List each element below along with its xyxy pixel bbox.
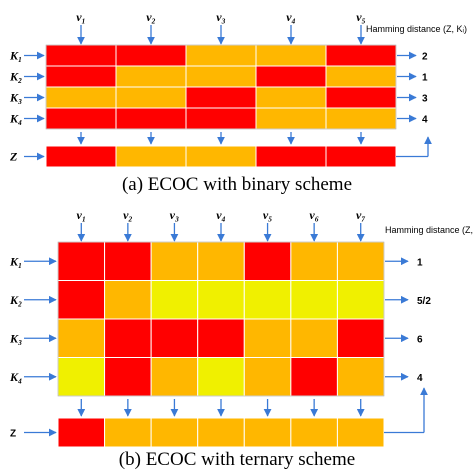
column-label: v₄ bbox=[286, 10, 296, 24]
panel-a-caption: (a) ECOC with binary scheme bbox=[122, 174, 352, 195]
code-cell bbox=[243, 241, 292, 281]
code-cell bbox=[243, 318, 292, 358]
z-code-cell bbox=[243, 417, 292, 448]
code-cell bbox=[150, 318, 199, 358]
z-code-cell bbox=[150, 417, 199, 448]
row-label: K₂ bbox=[9, 70, 22, 84]
code-matrix-border bbox=[45, 44, 397, 130]
hamming-distance-value: 2 bbox=[422, 52, 428, 63]
z-label: Z bbox=[9, 150, 18, 164]
column-label: v₂ bbox=[146, 10, 156, 24]
code-cell bbox=[197, 318, 245, 358]
hamming-distance-header: Hamming distance (Z, Kᵢ) bbox=[385, 225, 474, 235]
column-label: v₃ bbox=[170, 208, 180, 222]
code-cell bbox=[197, 357, 245, 397]
code-cell bbox=[57, 241, 106, 281]
z-code-cell bbox=[185, 145, 257, 168]
panel-b-ternary-scheme: v₁ v₂ v₃ v₄ v₅ v₆ v₇ Hamming distance (Z, Kᵢ) K₁… bbox=[9, 208, 474, 448]
hamming-distance-value: 1 bbox=[422, 73, 428, 84]
code-cell bbox=[325, 44, 397, 67]
column-label: v₂ bbox=[123, 208, 133, 222]
hamming-distance-value: 5/2 bbox=[417, 296, 431, 307]
code-cell bbox=[57, 318, 106, 358]
column-label: v₁ bbox=[77, 208, 87, 222]
code-cell bbox=[185, 107, 257, 130]
code-cell bbox=[185, 44, 257, 67]
code-cell bbox=[115, 107, 187, 130]
hamming-distance-value: 3 bbox=[422, 94, 428, 105]
column-label: v₇ bbox=[356, 208, 366, 222]
column-label: v₅ bbox=[356, 10, 366, 24]
row-label: K₄ bbox=[9, 370, 22, 384]
z-code-cell bbox=[325, 145, 397, 168]
row-label: K₁ bbox=[9, 254, 22, 268]
code-cell bbox=[104, 318, 152, 358]
code-cell bbox=[57, 280, 106, 320]
code-cell bbox=[197, 241, 245, 281]
code-cell bbox=[115, 65, 187, 88]
code-cell bbox=[45, 107, 117, 130]
code-cell bbox=[115, 86, 187, 109]
code-cell bbox=[197, 280, 245, 320]
code-cell bbox=[325, 107, 397, 130]
code-cell bbox=[45, 44, 117, 67]
column-label: v₅ bbox=[263, 208, 273, 222]
code-cell bbox=[255, 86, 327, 109]
code-cell bbox=[150, 280, 199, 320]
z-code-cell bbox=[57, 417, 106, 448]
code-cell bbox=[150, 357, 199, 397]
hamming-distance-value: 1 bbox=[417, 257, 423, 268]
code-matrix-border bbox=[57, 241, 385, 397]
code-cell bbox=[325, 86, 397, 109]
code-cell bbox=[45, 65, 117, 88]
z-code-cell bbox=[255, 145, 327, 168]
row-label: K₃ bbox=[9, 91, 22, 105]
code-cell bbox=[290, 357, 338, 397]
column-label: v₆ bbox=[309, 208, 319, 222]
z-label: Z bbox=[10, 429, 16, 440]
z-code-cell bbox=[45, 145, 117, 168]
z-code-cell bbox=[115, 145, 187, 168]
z-code-cell bbox=[104, 417, 152, 448]
code-cell bbox=[336, 318, 385, 358]
code-cell bbox=[290, 241, 338, 281]
code-cell bbox=[325, 65, 397, 88]
panel-b-caption: (b) ECOC with ternary scheme bbox=[119, 449, 355, 470]
row-label: K₃ bbox=[9, 331, 22, 345]
code-cell bbox=[104, 280, 152, 320]
row-label: K₁ bbox=[9, 49, 22, 63]
z-code-cell bbox=[290, 417, 338, 448]
hamming-distance-value: 4 bbox=[422, 115, 428, 126]
code-cell bbox=[115, 44, 187, 67]
hamming-distance-value: 4 bbox=[417, 373, 423, 384]
code-cell bbox=[336, 357, 385, 397]
code-cell bbox=[243, 280, 292, 320]
z-code-cell bbox=[336, 417, 385, 448]
z-code-cell bbox=[197, 417, 245, 448]
code-cell bbox=[336, 241, 385, 281]
code-cell bbox=[255, 65, 327, 88]
code-cell bbox=[104, 241, 152, 281]
code-cell bbox=[255, 107, 327, 130]
hamming-distance-value: 6 bbox=[417, 334, 423, 345]
column-label: v₄ bbox=[216, 208, 226, 222]
row-label: K₄ bbox=[9, 112, 22, 126]
code-cell bbox=[104, 357, 152, 397]
code-cell bbox=[57, 357, 106, 397]
code-cell bbox=[45, 86, 117, 109]
code-cell bbox=[150, 241, 199, 281]
code-cell bbox=[336, 280, 385, 320]
code-cell bbox=[185, 65, 257, 88]
code-cell bbox=[290, 280, 338, 320]
code-cell bbox=[185, 86, 257, 109]
hamming-distance-header: Hamming distance (Z, Kᵢ) bbox=[366, 24, 467, 34]
code-cell bbox=[290, 318, 338, 358]
column-label: v₁ bbox=[76, 10, 86, 24]
code-cell bbox=[255, 44, 327, 67]
code-cell bbox=[243, 357, 292, 397]
row-label: K₂ bbox=[9, 293, 22, 307]
column-label: v₃ bbox=[216, 10, 226, 24]
